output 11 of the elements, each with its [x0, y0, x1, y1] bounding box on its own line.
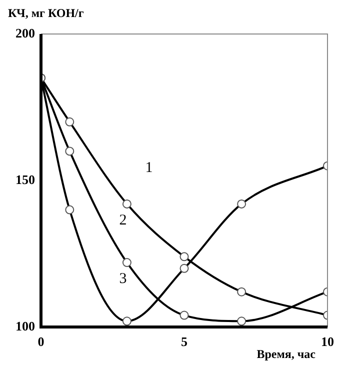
x-tick-label: 0 [38, 334, 44, 350]
y-tick-label: 150 [16, 172, 35, 187]
y-axis-title: КЧ, мг КОН/г [8, 6, 84, 20]
annotation: 3 [119, 271, 127, 288]
y-tick-label: 100 [16, 318, 35, 334]
x-tick-label: 5 [181, 334, 188, 350]
x-axis-title: Время, час [256, 347, 316, 362]
annotation: 1 [145, 160, 153, 176]
y-tick-label: 200 [16, 25, 35, 40]
annotation: 2 [119, 212, 127, 228]
x-tick-label: 10 [321, 334, 334, 350]
